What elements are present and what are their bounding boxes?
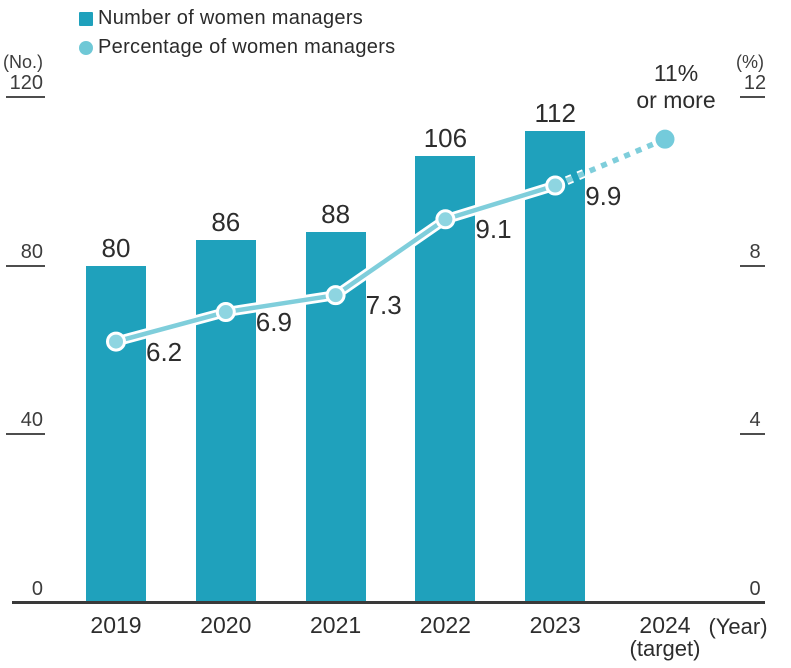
x-axis-unit: (Year) xyxy=(708,614,768,639)
bar-value-2019: 80 xyxy=(101,232,131,263)
bar-2021 xyxy=(305,231,366,603)
x-axis-label-2020: 2020 xyxy=(171,614,281,637)
left-axis-tick-0: 0 xyxy=(31,578,43,600)
left-axis-tick-80: 80 xyxy=(20,240,43,263)
x-axis-label-year: 2024 xyxy=(639,612,691,638)
x-axis-label-2019: 2019 xyxy=(61,614,171,637)
x-axis-label-sub: (target) xyxy=(629,636,701,661)
target-annotation-line2: or more xyxy=(636,87,716,113)
legend: Number of women managers Percentage of w… xyxy=(79,4,395,62)
legend-item-line: Percentage of women managers xyxy=(79,33,395,62)
legend-label-bars: Number of women managers xyxy=(98,7,364,29)
bar-value-2023: 112 xyxy=(534,97,576,128)
right-axis-tick-mark xyxy=(740,433,765,436)
left-axis-tick-40: 40 xyxy=(20,409,43,432)
right-axis-unit: (%) xyxy=(736,52,764,72)
x-axis-label-year: 2019 xyxy=(90,612,142,638)
x-axis-label-year: 2020 xyxy=(200,612,252,638)
right-axis-tick-0: 0 xyxy=(749,578,761,600)
bar-2022 xyxy=(415,156,476,603)
left-axis-unit: (No.) xyxy=(3,52,43,72)
bar-series-swatch-icon xyxy=(79,11,93,26)
left-axis-tick-mark xyxy=(6,264,45,267)
left-axis-tick-mark xyxy=(6,433,45,436)
x-axis-label-2024: 2024 (target) xyxy=(610,612,720,661)
x-axis-line xyxy=(12,601,765,604)
x-axis-label-year: 2023 xyxy=(529,612,581,638)
pct-value-2020: 6.9 xyxy=(255,307,292,338)
x-axis-label-2021: 2021 xyxy=(281,614,391,637)
right-axis-tick-12: 12 xyxy=(743,72,767,94)
bar-2020 xyxy=(195,240,256,603)
pct-value-2019: 6.2 xyxy=(146,336,183,367)
right-axis-tick-4: 4 xyxy=(749,409,761,432)
right-axis-tick-mark xyxy=(740,96,765,98)
x-axis-label-2022: 2022 xyxy=(390,614,500,637)
bar-2019 xyxy=(86,265,146,603)
left-axis-tick-120: 120 xyxy=(9,72,43,94)
bar-value-2020: 86 xyxy=(211,207,241,238)
line-series-swatch-icon xyxy=(79,40,93,55)
target-dot-2024 xyxy=(655,129,675,149)
right-axis-tick-8: 8 xyxy=(749,240,761,263)
legend-label-line: Percentage of women managers xyxy=(98,36,396,58)
target-annotation-line1: 11% xyxy=(653,60,699,86)
right-axis-tick-mark xyxy=(740,264,765,267)
pct-value-2021: 7.3 xyxy=(365,290,402,321)
pct-value-2023: 9.9 xyxy=(585,180,622,211)
bar-2023 xyxy=(525,130,586,603)
legend-item-bars: Number of women managers xyxy=(79,4,395,33)
x-axis-label-year: 2022 xyxy=(419,612,471,638)
bar-value-2021: 88 xyxy=(321,198,351,229)
pct-value-2022: 9.1 xyxy=(475,214,512,245)
bar-value-2022: 106 xyxy=(423,123,468,154)
x-axis-label-year: 2021 xyxy=(310,612,362,638)
x-axis-label-2023: 2023 xyxy=(500,614,610,637)
left-axis-tick-mark xyxy=(6,96,45,98)
target-annotation: 11% or more xyxy=(606,60,746,114)
